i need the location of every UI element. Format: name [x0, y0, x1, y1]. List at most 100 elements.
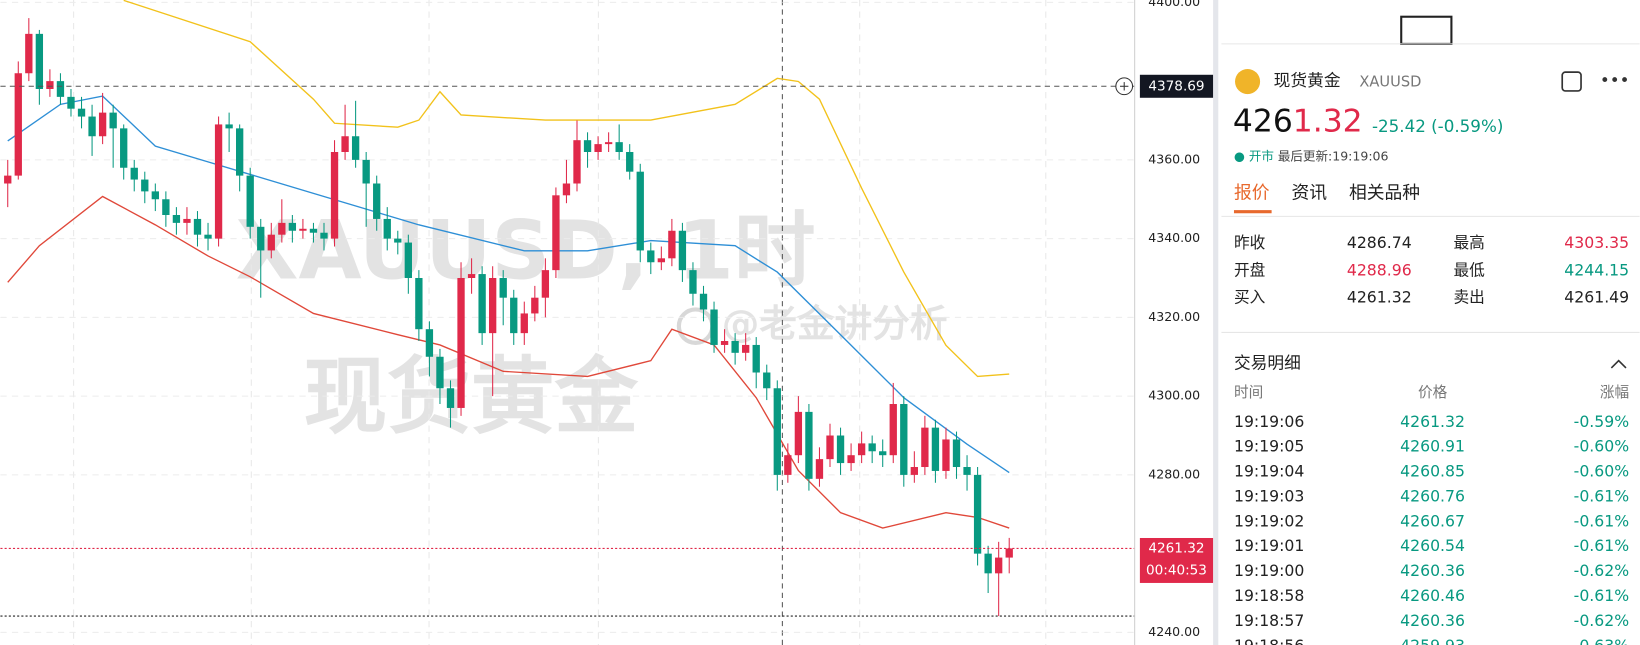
- trade-change: -0.62%: [1574, 611, 1630, 630]
- trade-change: -0.63%: [1574, 636, 1630, 645]
- candle-body: [868, 443, 876, 452]
- candle-body: [4, 175, 12, 184]
- candle-body: [626, 151, 634, 172]
- collapse-button[interactable]: [1610, 359, 1627, 369]
- candle-body: [984, 553, 992, 574]
- divider: [1213, 0, 1219, 645]
- candle-body: [162, 199, 170, 215]
- countdown: 00:40:53: [1146, 562, 1207, 578]
- candle-body: [109, 112, 117, 129]
- candle-body: [921, 427, 929, 468]
- y-tick-label: 4300.00: [1148, 388, 1200, 403]
- candle-body: [373, 183, 381, 219]
- candle-body: [552, 195, 560, 271]
- trade-time: 19:19:05: [1234, 437, 1304, 456]
- last-price-label-bg: [1139, 537, 1214, 583]
- candle-body: [541, 270, 550, 298]
- candle-body: [520, 313, 528, 334]
- candle-body: [457, 278, 465, 408]
- candle-body: [1005, 548, 1013, 558]
- candle-body: [67, 96, 75, 109]
- candle-body: [362, 159, 370, 184]
- candle-body: [731, 341, 739, 353]
- trade-change: -0.61%: [1574, 536, 1630, 555]
- trade-time: 19:19:02: [1234, 511, 1304, 530]
- tab[interactable]: 资讯: [1291, 182, 1327, 203]
- candle-body: [836, 435, 845, 464]
- candle-body: [678, 230, 687, 271]
- candle-body: [309, 228, 318, 233]
- trades-title: 交易明细: [1234, 352, 1301, 372]
- candle-body: [415, 278, 423, 330]
- candle-body: [668, 230, 676, 259]
- candle-body: [98, 112, 107, 137]
- candle-body: [330, 151, 339, 239]
- last-price-label: 4261.32: [1148, 540, 1204, 556]
- stat-label: 卖出: [1454, 287, 1485, 306]
- candle-body: [77, 108, 86, 117]
- candle-body: [752, 344, 760, 373]
- more-button[interactable]: •••: [1600, 70, 1630, 90]
- stat-label: 买入: [1234, 287, 1266, 306]
- trade-change: -0.60%: [1574, 462, 1630, 481]
- candle-body: [973, 474, 982, 554]
- candle-body: [404, 242, 412, 279]
- stat-value: 4261.49: [1564, 287, 1629, 306]
- stat-label: 最低: [1454, 260, 1486, 279]
- candle-body: [225, 124, 233, 129]
- candle-body: [130, 167, 138, 180]
- candle-body: [499, 278, 507, 298]
- watermark-author: @老金讲分析: [722, 302, 948, 346]
- stat-value: 4303.35: [1564, 233, 1629, 252]
- candle-body: [647, 250, 655, 263]
- trade-price: 4259.93: [1400, 636, 1465, 645]
- trade-time: 19:19:00: [1234, 561, 1304, 580]
- candle-body: [341, 136, 349, 152]
- candle-body: [931, 427, 940, 471]
- price-major: 426: [1233, 103, 1293, 139]
- candle-body: [562, 183, 571, 196]
- candle-body: [383, 218, 391, 239]
- tab-indicator: [1233, 210, 1272, 214]
- candle-body: [720, 341, 729, 345]
- y-tick-label: 4320.00: [1148, 309, 1200, 324]
- edit-button[interactable]: [1561, 71, 1582, 92]
- candle-body: [710, 309, 718, 345]
- trade-price: 4260.36: [1400, 611, 1465, 630]
- price-change: -25.42 (-0.59%): [1372, 116, 1503, 136]
- candle-body: [889, 404, 897, 456]
- trade-time: 19:19:03: [1234, 486, 1304, 505]
- trade-price: 4260.85: [1400, 462, 1465, 481]
- last-update: 最后更新:19:19:06: [1278, 148, 1389, 163]
- candle-body: [815, 459, 824, 479]
- candle-body: [573, 140, 581, 184]
- tab[interactable]: 报价: [1234, 182, 1270, 203]
- trade-price: 4260.36: [1400, 561, 1465, 580]
- candle-body: [257, 226, 265, 251]
- candle-body: [773, 388, 781, 475]
- tab[interactable]: 相关品种: [1349, 182, 1420, 203]
- candle-body: [995, 557, 1003, 574]
- candle-body: [394, 238, 402, 243]
- trade-price: 4261.32: [1400, 412, 1465, 431]
- stat-label: 最高: [1454, 233, 1485, 252]
- trade-time: 19:19:06: [1234, 412, 1304, 431]
- candle-body: [879, 451, 887, 456]
- band-line: [123, 0, 1010, 378]
- band-line: [7, 195, 1010, 529]
- symbol-name: 现货黄金: [1274, 70, 1341, 90]
- candle-body: [278, 222, 286, 235]
- candle-body: [351, 136, 360, 160]
- candle-body: [826, 435, 834, 460]
- candle-body: [172, 215, 181, 223]
- y-tick-label: 4280.00: [1148, 466, 1200, 481]
- trade-time: 19:19:04: [1234, 462, 1304, 481]
- candle-body: [784, 455, 792, 475]
- stat-value: 4244.15: [1564, 260, 1629, 279]
- candle-body: [805, 411, 813, 479]
- candle-body: [425, 329, 434, 357]
- candle-body: [120, 128, 128, 168]
- candle-body: [56, 81, 65, 97]
